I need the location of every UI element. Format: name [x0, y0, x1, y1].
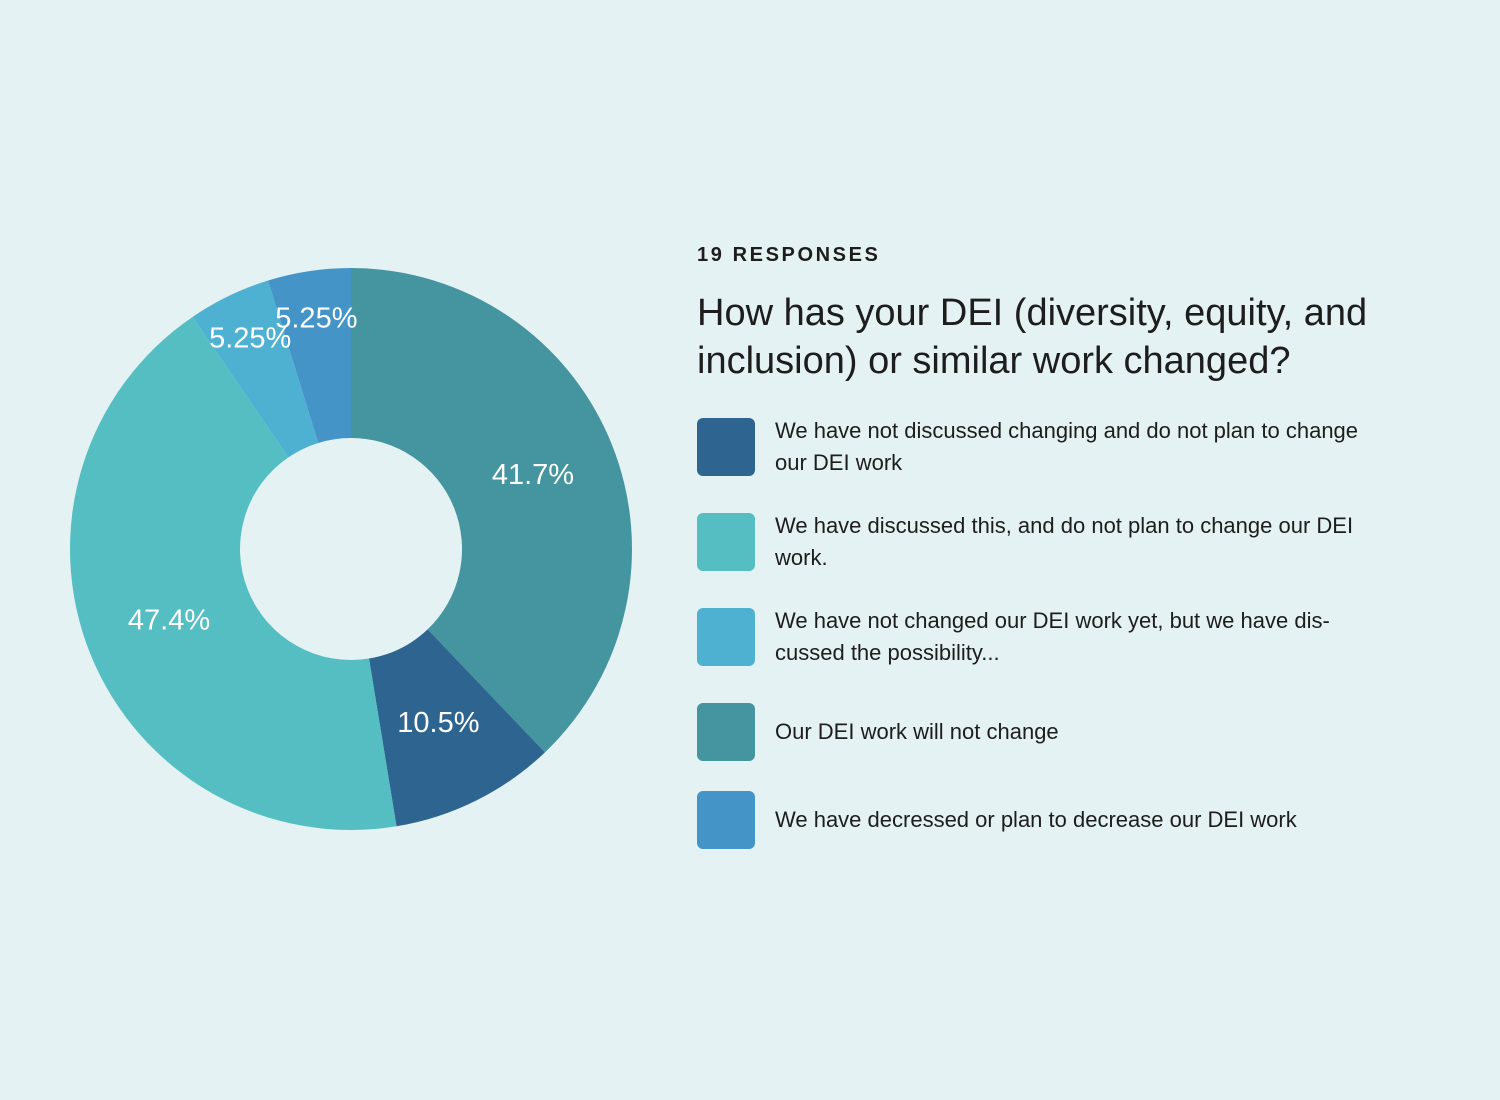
- donut-slice-3: [192, 280, 319, 458]
- chart-title: How has your DEI (diversity, equity, and…: [697, 292, 1368, 382]
- responses-count: 19 RESPONSES: [697, 244, 881, 266]
- legend-label: We have not discussed changing and do no…: [775, 418, 1359, 475]
- legend-item-not-discussed: We have not discussed changing and do no…: [697, 418, 1457, 476]
- donut-slice-label-1: 10.5%: [397, 707, 479, 739]
- legend-swatch: [697, 791, 755, 849]
- donut-slice-label-3: 5.25%: [209, 323, 291, 355]
- legend-label: We have not changed our DEI work yet, bu…: [775, 608, 1330, 665]
- donut-slice-4: [268, 268, 351, 443]
- donut-slice-label-0: 41.7%: [492, 459, 574, 491]
- legend-swatch: [697, 608, 755, 666]
- legend-item-discussed-no-change: We have discussed this, and do not plan …: [697, 513, 1457, 571]
- donut-slice-0: [351, 268, 632, 753]
- legend-item-discussed-possibility: We have not changed our DEI work yet, bu…: [697, 608, 1457, 666]
- legend-swatch: [697, 513, 755, 571]
- legend: We have not discussed changing and do no…: [697, 0, 1457, 1100]
- legend-item-will-not-change: Our DEI work will not change: [697, 703, 1457, 761]
- donut-slice-2: [69, 316, 397, 831]
- legend-label: We have decressed or plan to decrease ou…: [775, 807, 1297, 832]
- donut-slice-label-4: 5.25%: [275, 302, 357, 334]
- legend-label: We have discussed this, and do not plan …: [775, 513, 1354, 570]
- legend-swatch: [697, 703, 755, 761]
- donut-slice-labels: 41.7% 10.5% 47.4% 5.25%5.25%: [128, 302, 574, 739]
- donut-slices: [69, 268, 632, 831]
- legend-label: Our DEI work will not change: [775, 719, 1059, 744]
- legend-swatch: [697, 418, 755, 476]
- donut-slice-label-2: 47.4%: [128, 605, 210, 637]
- legend-item-decrease: We have decressed or plan to decrease ou…: [697, 791, 1457, 849]
- donut-slice-1: [368, 629, 545, 827]
